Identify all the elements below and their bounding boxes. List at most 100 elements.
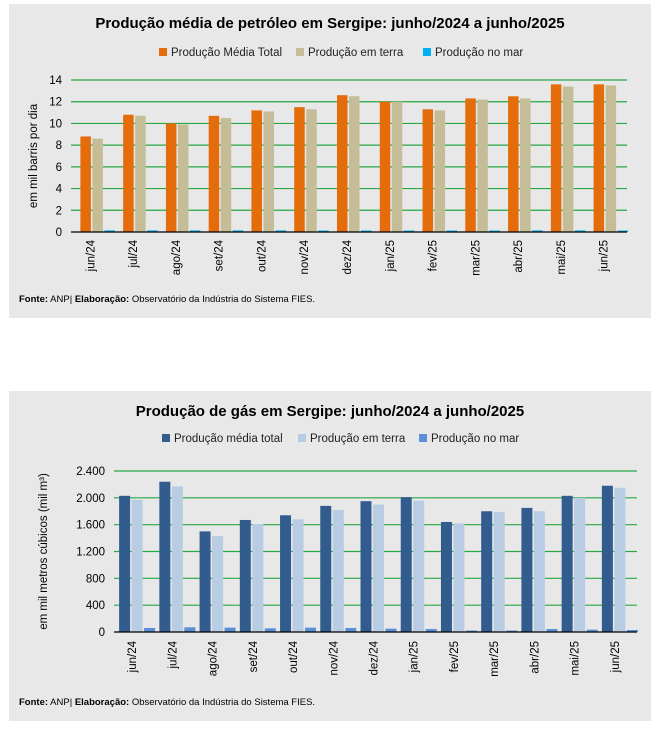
gas-bar-out-24-s3 [305,627,317,632]
oil-bar-jul-24-s3 [147,230,158,232]
gas-bar-jan-25-s1 [400,497,412,632]
oil-bar-abr-25-s3 [532,230,543,232]
oil-bar-mai-25-s3 [574,230,586,232]
gas-bar-ago-24-s3 [224,627,236,632]
gas-bar-nov-24-s3 [345,627,357,632]
gas-chart-panel: Produção de gás em Sergipe: junho/2024 a… [9,391,651,721]
oil-bar-out-24-s2 [263,111,274,232]
gas-bar-dez-24-s3 [385,628,397,632]
gas-bar-jun-25-s3 [626,629,638,632]
gas-bar-mai-25-s3 [586,629,598,632]
oil-bar-jan-25-s3 [403,230,415,232]
oil-x-tick-label: jul/24 [128,239,140,268]
gas-bar-jul-24-s3 [184,627,196,632]
oil-x-tick-label: dez/24 [342,239,354,274]
gas-chart: Produção de gás em Sergipe: junho/2024 a… [38,403,638,677]
oil-legend-swatch-3 [423,48,431,56]
oil-x-tick-label: mar/25 [470,240,482,276]
gas-x-tick-label: jun/24 [127,640,139,673]
oil-bar-jun-24-s1 [80,136,91,232]
gas-bar-mar-25-s2 [493,511,505,632]
gas-bar-set-24-s2 [252,523,264,632]
oil-bar-mar-25-s2 [477,99,488,233]
oil-bar-nov-24-s2 [306,109,317,232]
oil-y-tick-label: 8 [56,140,62,152]
oil-y-axis-label: em mil barris por dia [28,103,40,208]
gas-bar-jun-24-s1 [119,495,131,632]
gas-bar-dez-24-s2 [373,504,384,632]
gas-x-tick-label: jul/24 [167,640,179,669]
oil-bar-dez-24-s3 [361,230,372,232]
oil-bar-set-24-s3 [232,230,244,232]
gas-x-tick-label: ago/24 [208,640,220,676]
oil-x-tick-label: jun/25 [599,240,611,272]
oil-bar-ago-24-s3 [189,230,201,232]
oil-bar-mai-25-s2 [562,86,574,232]
gas-x-tick-label: jan/25 [409,641,421,673]
oil-chart-panel: Produção média de petróleo em Sergipe: j… [9,4,651,318]
gas-y-tick-label: 1.600 [76,520,105,532]
oil-bar-abr-25-s1 [508,96,519,233]
oil-y-tick-label: 4 [56,184,63,196]
gas-bar-nov-24-s2 [332,509,344,632]
oil-bar-out-24-s3 [275,230,286,232]
oil-x-tick-label: mai/25 [556,240,568,275]
oil-bar-mar-25-s1 [465,98,476,232]
oil-x-tick-label: fev/25 [428,240,440,271]
oil-bar-jun-25-s1 [593,84,605,232]
oil-legend-swatch-2 [296,48,304,56]
oil-bar-jul-24-s1 [123,114,134,232]
gas-legend-swatch-2 [298,434,306,442]
oil-x-tick-label: nov/24 [299,239,311,274]
gas-bar-mai-25-s1 [561,495,573,632]
gas-x-tick-label: dez/24 [369,640,381,675]
gas-y-tick-label: 400 [86,600,105,612]
gas-y-tick-label: 0 [99,627,105,639]
gas-bar-abr-25-s3 [546,628,558,632]
gas-bar-abr-25-s1 [521,507,533,632]
oil-bar-fev-25-s1 [422,109,434,232]
gas-x-tick-label: fev/25 [449,641,461,672]
gas-bar-abr-25-s2 [533,511,545,632]
gas-x-tick-label: abr/25 [529,641,541,674]
gas-bar-set-24-s3 [264,628,276,632]
oil-legend-swatch-1 [159,48,167,56]
gas-bar-fev-25-s2 [453,523,465,632]
oil-chart-title: Produção média de petróleo em Sergipe: j… [95,15,564,32]
gas-bar-mar-25-s1 [481,511,493,632]
oil-y-tick-label: 6 [56,162,62,174]
oil-bar-jan-25-s1 [379,101,391,232]
oil-x-tick-label: jun/24 [85,239,97,272]
gas-source-note: Fonte: ANP| Elaboração: Observatório da … [19,697,316,708]
oil-legend-label-1: Produção Média Total [171,47,282,59]
gas-legend-label-3: Produção no mar [431,433,519,445]
gas-y-tick-label: 2.400 [76,466,105,478]
gas-bar-ago-24-s2 [212,536,224,632]
oil-bar-nov-24-s1 [294,107,305,232]
gas-x-tick-label: nov/24 [328,640,340,675]
oil-y-tick-label: 10 [49,118,62,130]
oil-bar-set-24-s1 [208,115,220,232]
oil-bar-mar-25-s3 [489,230,500,232]
oil-legend-label-2: Produção em terra [308,47,404,59]
oil-bar-abr-25-s2 [520,98,531,232]
gas-bar-out-24-s1 [280,515,292,632]
oil-source-note: Fonte: ANP| Elaboração: Observatório da … [19,294,316,305]
gas-x-tick-label: set/24 [248,640,260,672]
oil-x-tick-label: out/24 [256,239,268,272]
oil-x-tick-label: ago/24 [171,239,183,275]
oil-y-tick-label: 2 [56,205,62,217]
gas-bar-jun-25-s1 [601,485,613,632]
gas-x-tick-label: out/24 [288,640,300,673]
oil-bar-set-24-s2 [220,118,232,232]
gas-bar-jan-25-s3 [425,628,437,632]
oil-bar-ago-24-s1 [165,123,177,232]
oil-chart: Produção média de petróleo em Sergipe: j… [28,15,629,276]
gas-bar-jul-24-s2 [171,486,183,632]
gas-bar-dez-24-s1 [360,501,372,632]
oil-bar-jul-24-s2 [135,115,146,232]
oil-bar-fev-25-s3 [446,230,458,232]
gas-x-tick-label: mai/25 [570,641,582,676]
oil-bar-ago-24-s2 [177,124,189,232]
oil-bar-dez-24-s1 [337,95,348,232]
